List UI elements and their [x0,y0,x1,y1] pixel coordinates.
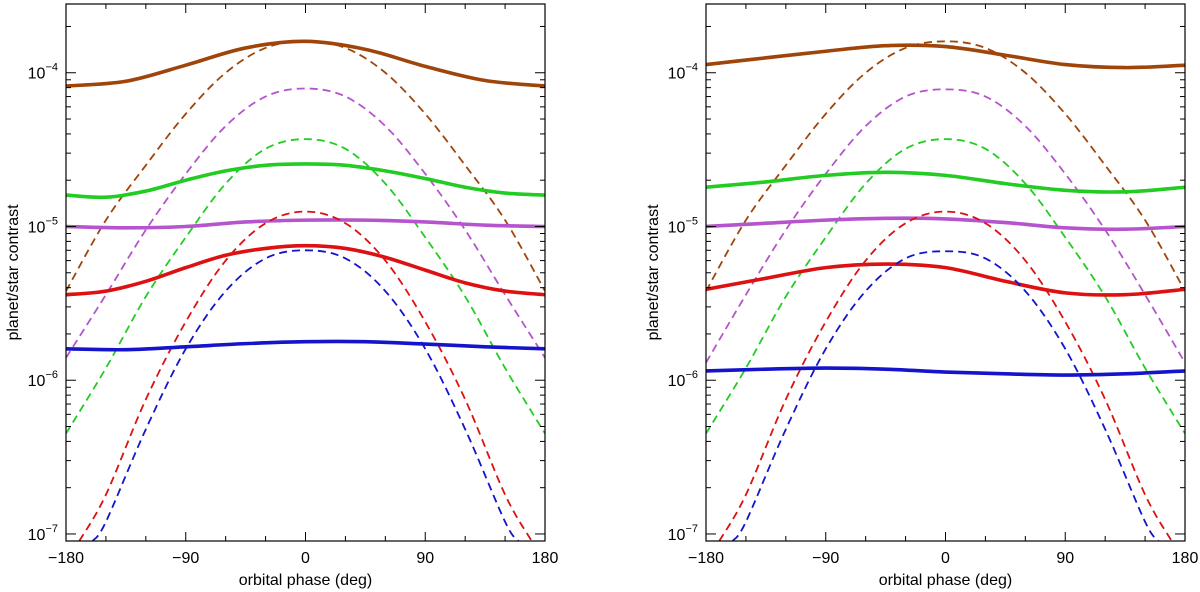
x-axis-label: orbital phase (deg) [239,572,372,589]
x-tick-label: 0 [301,550,310,567]
series-line-dashed-8 [731,250,1160,541]
y-axis-label: planet/star contrast [645,204,662,341]
x-axis-label: orbital phase (deg) [879,572,1012,589]
y-tick-label: 10−6 [28,369,58,390]
x-tick-label: 90 [1056,550,1074,567]
y-tick-label: 10−7 [668,523,698,544]
series-line-solid-4 [66,162,545,200]
y-tick-label: 10−4 [668,62,698,83]
series-line-dashed-1 [66,40,545,292]
x-tick-label: 0 [941,550,950,567]
series-line-dashed-6 [718,210,1173,541]
series-group [706,40,1185,541]
right-panel: −180 −90 0 90 180 10−7 10−6 10−5 10−4 orbital pha… [645,3,1199,589]
y-tick-label: 10−6 [668,369,698,390]
plot-frame [705,3,1186,542]
series-line-solid-5 [66,218,545,230]
y-axis-label: planet/star contrast [5,204,22,341]
series-line-dashed-3 [706,138,1185,435]
series-line-dashed-3 [66,138,545,435]
series-line-solid-7 [706,262,1185,297]
series-line-dashed-8 [91,249,520,541]
x-tick-label: −180 [688,550,724,567]
series-line-dashed-2 [66,87,545,359]
series-line-solid-7 [66,243,545,297]
y-tick-label: 10−4 [28,62,58,83]
x-tick-label: 180 [532,550,559,567]
series-line-dashed-2 [706,88,1185,364]
x-tick-label: −90 [812,550,839,567]
series-line-solid-4 [706,170,1185,194]
series-line-dashed-1 [706,40,1185,292]
series-group [66,39,545,541]
left-panel: −180 −90 0 90 180 10−7 10−6 10−5 10−4 orbital pha… [5,3,559,589]
x-tick-label: −90 [172,550,199,567]
y-tick-label: 10−5 [28,215,58,236]
series-line-dashed-6 [78,210,533,541]
y-tick-label: 10−5 [668,215,698,236]
x-tick-label: −180 [48,550,84,567]
plot-frame [65,3,546,542]
series-line-solid-9 [706,366,1185,377]
series-line-solid-0 [706,43,1185,70]
series-line-solid-5 [706,216,1185,232]
series-line-solid-0 [66,39,545,88]
x-tick-label: 180 [1172,550,1199,567]
x-tick-label: 90 [416,550,434,567]
y-tick-label: 10−7 [28,523,58,544]
series-line-solid-9 [66,339,545,352]
